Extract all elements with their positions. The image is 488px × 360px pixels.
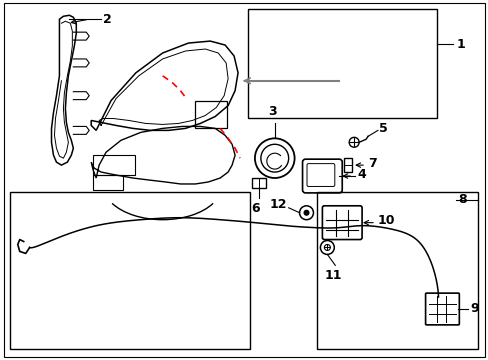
Bar bbox=[247, 9, 436, 118]
Bar bbox=[10, 192, 249, 349]
Text: 4: 4 bbox=[356, 167, 365, 181]
Bar bbox=[317, 192, 477, 349]
Bar bbox=[251, 178, 265, 188]
Text: 5: 5 bbox=[378, 122, 387, 135]
Bar bbox=[344, 158, 351, 172]
Bar bbox=[93, 175, 122, 190]
Circle shape bbox=[304, 210, 308, 215]
Bar bbox=[93, 155, 135, 175]
Text: 7: 7 bbox=[367, 157, 376, 170]
Bar bbox=[195, 100, 226, 129]
Text: 9: 9 bbox=[469, 302, 478, 315]
Text: 6: 6 bbox=[251, 202, 260, 215]
Text: 12: 12 bbox=[268, 198, 286, 211]
Text: 8: 8 bbox=[457, 193, 466, 206]
Text: 2: 2 bbox=[103, 13, 112, 26]
Text: 11: 11 bbox=[324, 269, 342, 282]
Text: 10: 10 bbox=[377, 214, 395, 227]
Text: 1: 1 bbox=[455, 37, 464, 50]
Text: 3: 3 bbox=[268, 105, 277, 118]
